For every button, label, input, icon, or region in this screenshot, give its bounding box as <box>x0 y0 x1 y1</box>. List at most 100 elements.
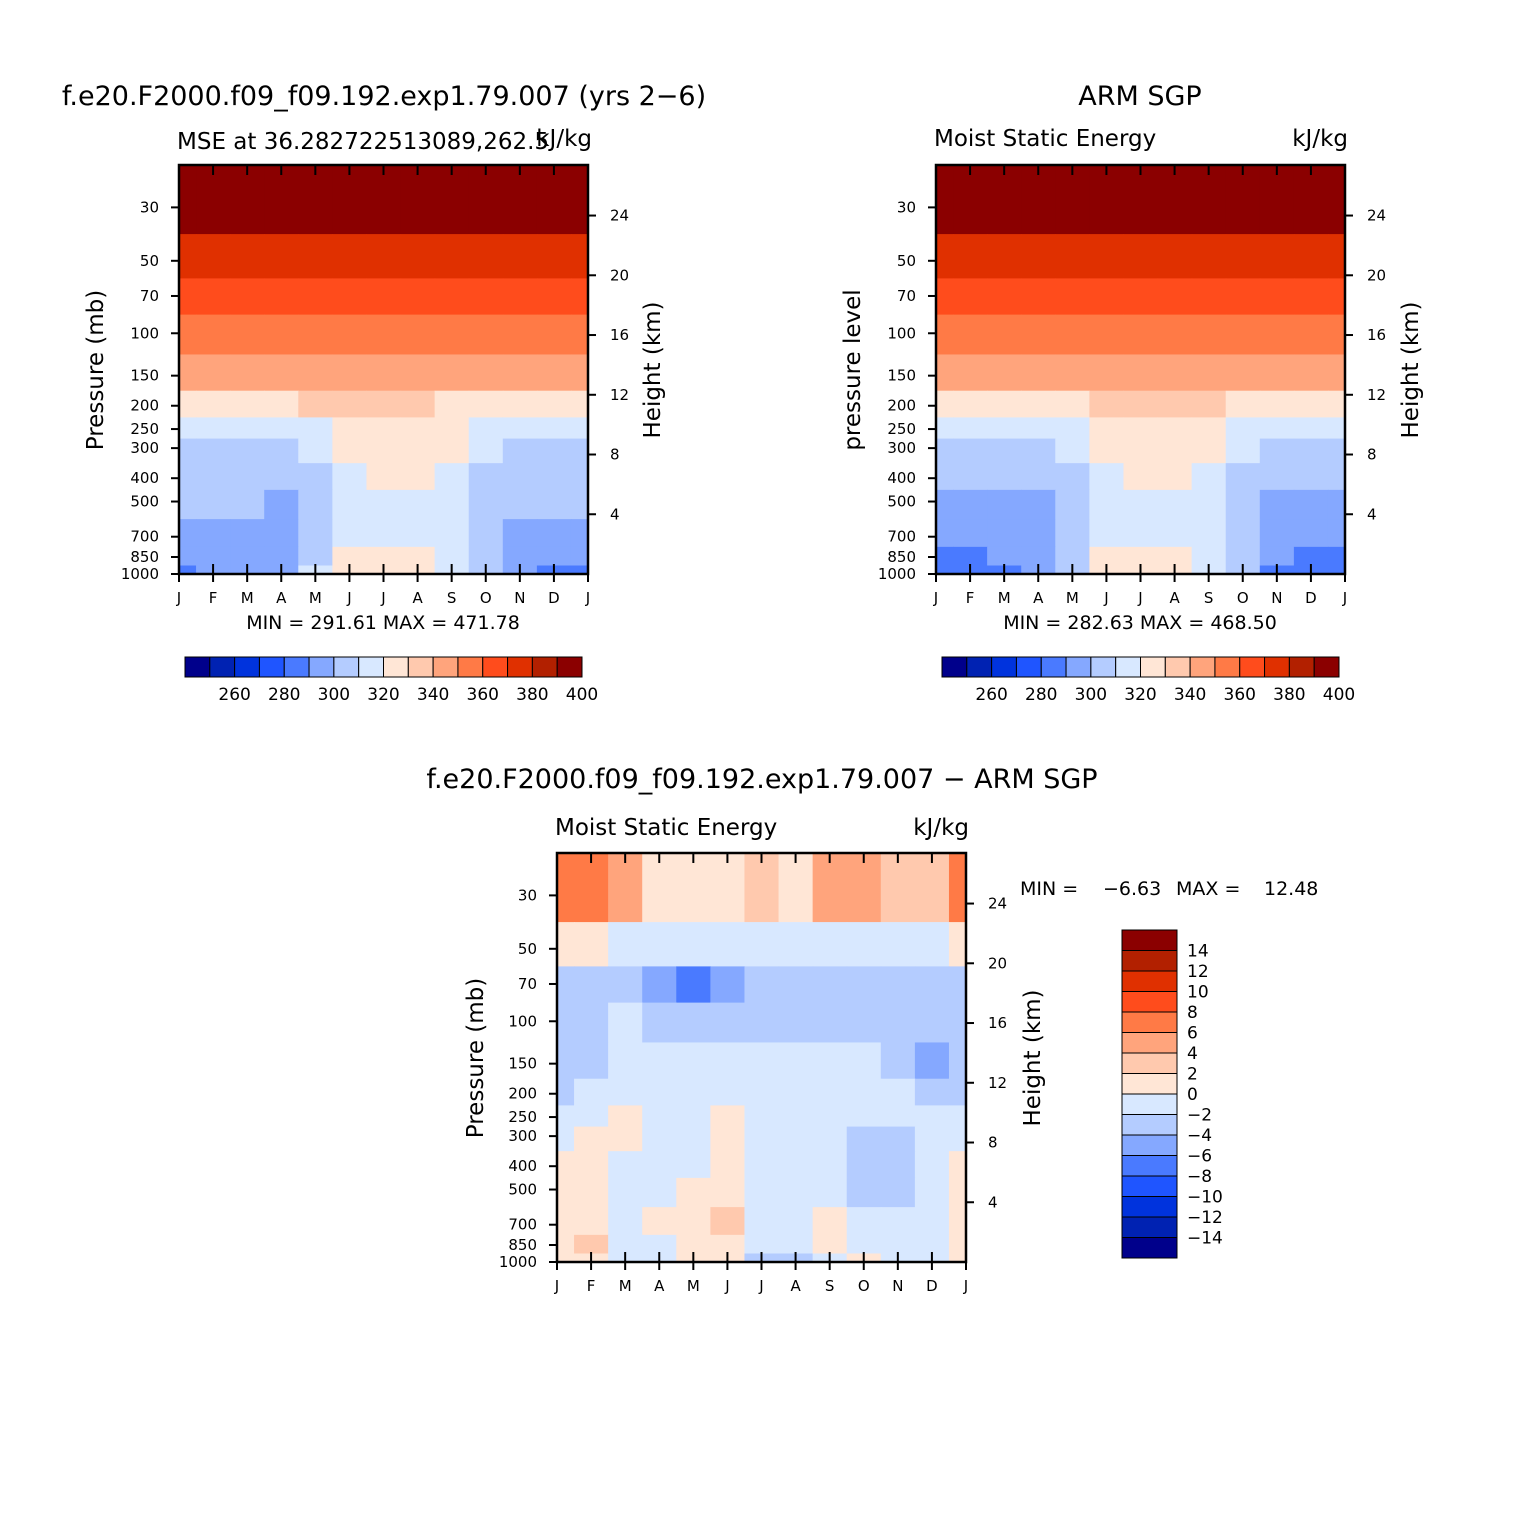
heatmap-cell <box>1225 546 1261 567</box>
heatmap-cell <box>1089 489 1125 520</box>
heatmap-cell <box>744 1126 780 1152</box>
heatmap-cell <box>230 354 265 392</box>
heatmap-cell <box>778 1177 814 1208</box>
heatmap-cell <box>1123 278 1159 316</box>
colorbar-swatch <box>1121 1175 1178 1197</box>
heatmap-cell <box>812 1002 848 1044</box>
heatmap-cell <box>1123 519 1159 548</box>
heatmap-cell <box>557 1105 575 1128</box>
colorbar-swatch <box>1313 656 1340 678</box>
heatmap-cell <box>298 463 333 491</box>
x-tick-label: J <box>176 589 181 607</box>
heatmap-cell <box>608 1234 643 1255</box>
heatmap-cell <box>778 966 814 1004</box>
heatmap-cell <box>574 1002 609 1044</box>
x-tick-label: O <box>480 589 492 607</box>
heatmap-cell <box>400 314 436 356</box>
colorbar-label: 0 <box>1187 1085 1198 1105</box>
panel-obs-units: kJ/kg <box>1292 126 1348 152</box>
heatmap-cell <box>557 1177 575 1208</box>
heatmap-cell <box>1123 489 1159 520</box>
heatmap-cell <box>936 234 954 279</box>
heatmap-cell <box>400 390 436 418</box>
heatmap-cell <box>502 438 538 464</box>
heatmap-cell <box>812 922 848 967</box>
x-tick-label: D <box>548 589 560 607</box>
colorbar-swatch <box>1121 1011 1178 1033</box>
heatmap-cell <box>880 1177 916 1208</box>
panel-diff-subtitle: Moist Static Energy <box>555 815 777 841</box>
heatmap-cell <box>880 1234 916 1255</box>
heatmap-cell <box>1191 314 1227 356</box>
heatmap-cell <box>778 1105 814 1128</box>
heatmap-cell <box>230 417 265 440</box>
heatmap-cell <box>536 463 572 491</box>
y-tick-label: 500 <box>508 1181 537 1199</box>
colorbar-swatch <box>1121 1073 1178 1095</box>
heatmap-cell <box>366 438 402 464</box>
heatmap-cell <box>1327 234 1346 279</box>
x-tick-label: N <box>514 589 525 607</box>
heatmap-cell <box>574 1234 609 1255</box>
heatmap-cell <box>710 966 746 1004</box>
heatmap-cell <box>264 390 299 418</box>
heatmap-cell <box>914 1042 950 1080</box>
heatmap-cell <box>642 1042 677 1080</box>
heatmap-cell <box>948 1105 967 1128</box>
heatmap-cell <box>574 1177 609 1208</box>
colorbar-swatch <box>1121 929 1178 951</box>
heatmap-cell <box>502 390 538 418</box>
x-tick-label: J <box>346 589 351 607</box>
colorbar-swatch <box>1115 656 1141 678</box>
heatmap-cell <box>1225 390 1261 418</box>
heatmap-cell <box>676 1042 711 1080</box>
heatmap-cell <box>557 1078 575 1106</box>
panel-diff-title: f.e20.F2000.f09_f09.192.exp1.79.007 − AR… <box>426 764 1097 795</box>
heatmap-cell <box>1191 234 1227 279</box>
heatmap-cell <box>1191 438 1227 464</box>
heatmap-cell <box>676 1151 711 1179</box>
colorbar-label: 360 <box>1224 685 1256 705</box>
heatmap-cell <box>230 314 265 356</box>
heatmap-cell <box>676 853 711 923</box>
heatmap-cell <box>936 390 954 418</box>
heatmap-cell <box>710 1151 746 1179</box>
heatmap-cell <box>1191 463 1227 491</box>
colorbar-label: 280 <box>268 685 300 705</box>
x-tick-label: A <box>276 589 287 607</box>
heatmap-cell <box>880 1078 916 1106</box>
heatmap-cell <box>574 1042 609 1080</box>
colorbar-label: 300 <box>1075 685 1107 705</box>
heatmap-cell <box>953 417 988 440</box>
heatmap-cell <box>846 853 882 923</box>
heatmap-cell <box>1293 165 1329 235</box>
heatmap-cell <box>1225 165 1261 235</box>
height-tick-label: 16 <box>988 1014 1007 1032</box>
y-tick-label: 1000 <box>878 565 916 583</box>
heatmap-cell <box>1157 463 1193 491</box>
x-tick-label: A <box>1169 589 1180 607</box>
heatmap-cell <box>778 1002 814 1044</box>
colorbar-swatch <box>482 656 509 678</box>
heatmap-cell <box>1089 314 1125 356</box>
heatmap-cell <box>570 314 589 356</box>
x-tick-label: S <box>1204 589 1214 607</box>
height-tick-label: 12 <box>610 386 629 404</box>
heatmap-cell <box>880 1151 916 1179</box>
heatmap-cell <box>574 853 609 923</box>
y-tick-label: 200 <box>508 1085 537 1103</box>
colorbar-swatch <box>1121 970 1178 992</box>
heatmap-cell <box>812 1234 848 1255</box>
heatmap-cell <box>570 354 589 392</box>
y-tick-label: 30 <box>518 886 537 904</box>
heatmap-cell <box>570 546 589 567</box>
height-tick-label: 16 <box>610 326 629 344</box>
colorbar-swatch <box>333 656 360 678</box>
heatmap-cell <box>434 354 470 392</box>
heatmap-cell <box>502 314 538 356</box>
panel-obs-ylabel-right: Height (km) <box>1398 301 1424 438</box>
heatmap-cell <box>1191 278 1227 316</box>
heatmap-cell <box>1123 390 1159 418</box>
heatmap-cell <box>676 1126 711 1152</box>
colorbar-swatch <box>1121 1052 1178 1074</box>
